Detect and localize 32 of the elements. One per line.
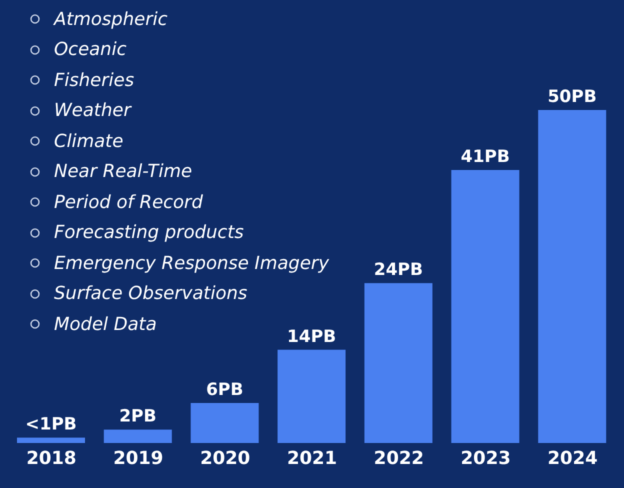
annotation: Surface Observations (54, 283, 248, 304)
x-tick-label: 2019 (113, 448, 164, 469)
x-tick-label: 2021 (286, 448, 338, 469)
annotation: Weather (54, 100, 131, 122)
bar (104, 430, 172, 443)
text: Atmospheric (54, 8, 168, 30)
x-tick-label: 2024 (548, 448, 598, 469)
data-label: 6PB (206, 380, 244, 400)
data-label: 2PB (119, 406, 156, 427)
annotation: Period of Record (54, 192, 203, 213)
x-tick-label: 2020 (200, 448, 250, 469)
x-tick-label: 2023 (460, 448, 511, 469)
data-label: 50PB (548, 87, 597, 107)
bar (17, 438, 85, 443)
bar (190, 403, 259, 443)
bar (278, 350, 346, 443)
data-label: <1PB (25, 414, 77, 435)
data-label: 41PB (460, 146, 510, 167)
text: Fisheries (54, 70, 134, 91)
data-label: 24PB (374, 260, 423, 280)
annotation: Forecasting products (54, 222, 244, 244)
annotation: Model Data (54, 314, 157, 335)
bar (538, 110, 606, 443)
text: Oceanic (54, 39, 126, 60)
annotation: Climate (54, 130, 124, 152)
annotation: Near Real-Time (54, 161, 192, 182)
x-tick-label: 2018 (26, 448, 76, 469)
bar (451, 170, 520, 443)
data-label: 14PB (287, 326, 336, 347)
bar (364, 283, 432, 443)
annotation: Emergency Response Imagery (54, 252, 329, 274)
x-tick-label: 2022 (374, 448, 424, 469)
